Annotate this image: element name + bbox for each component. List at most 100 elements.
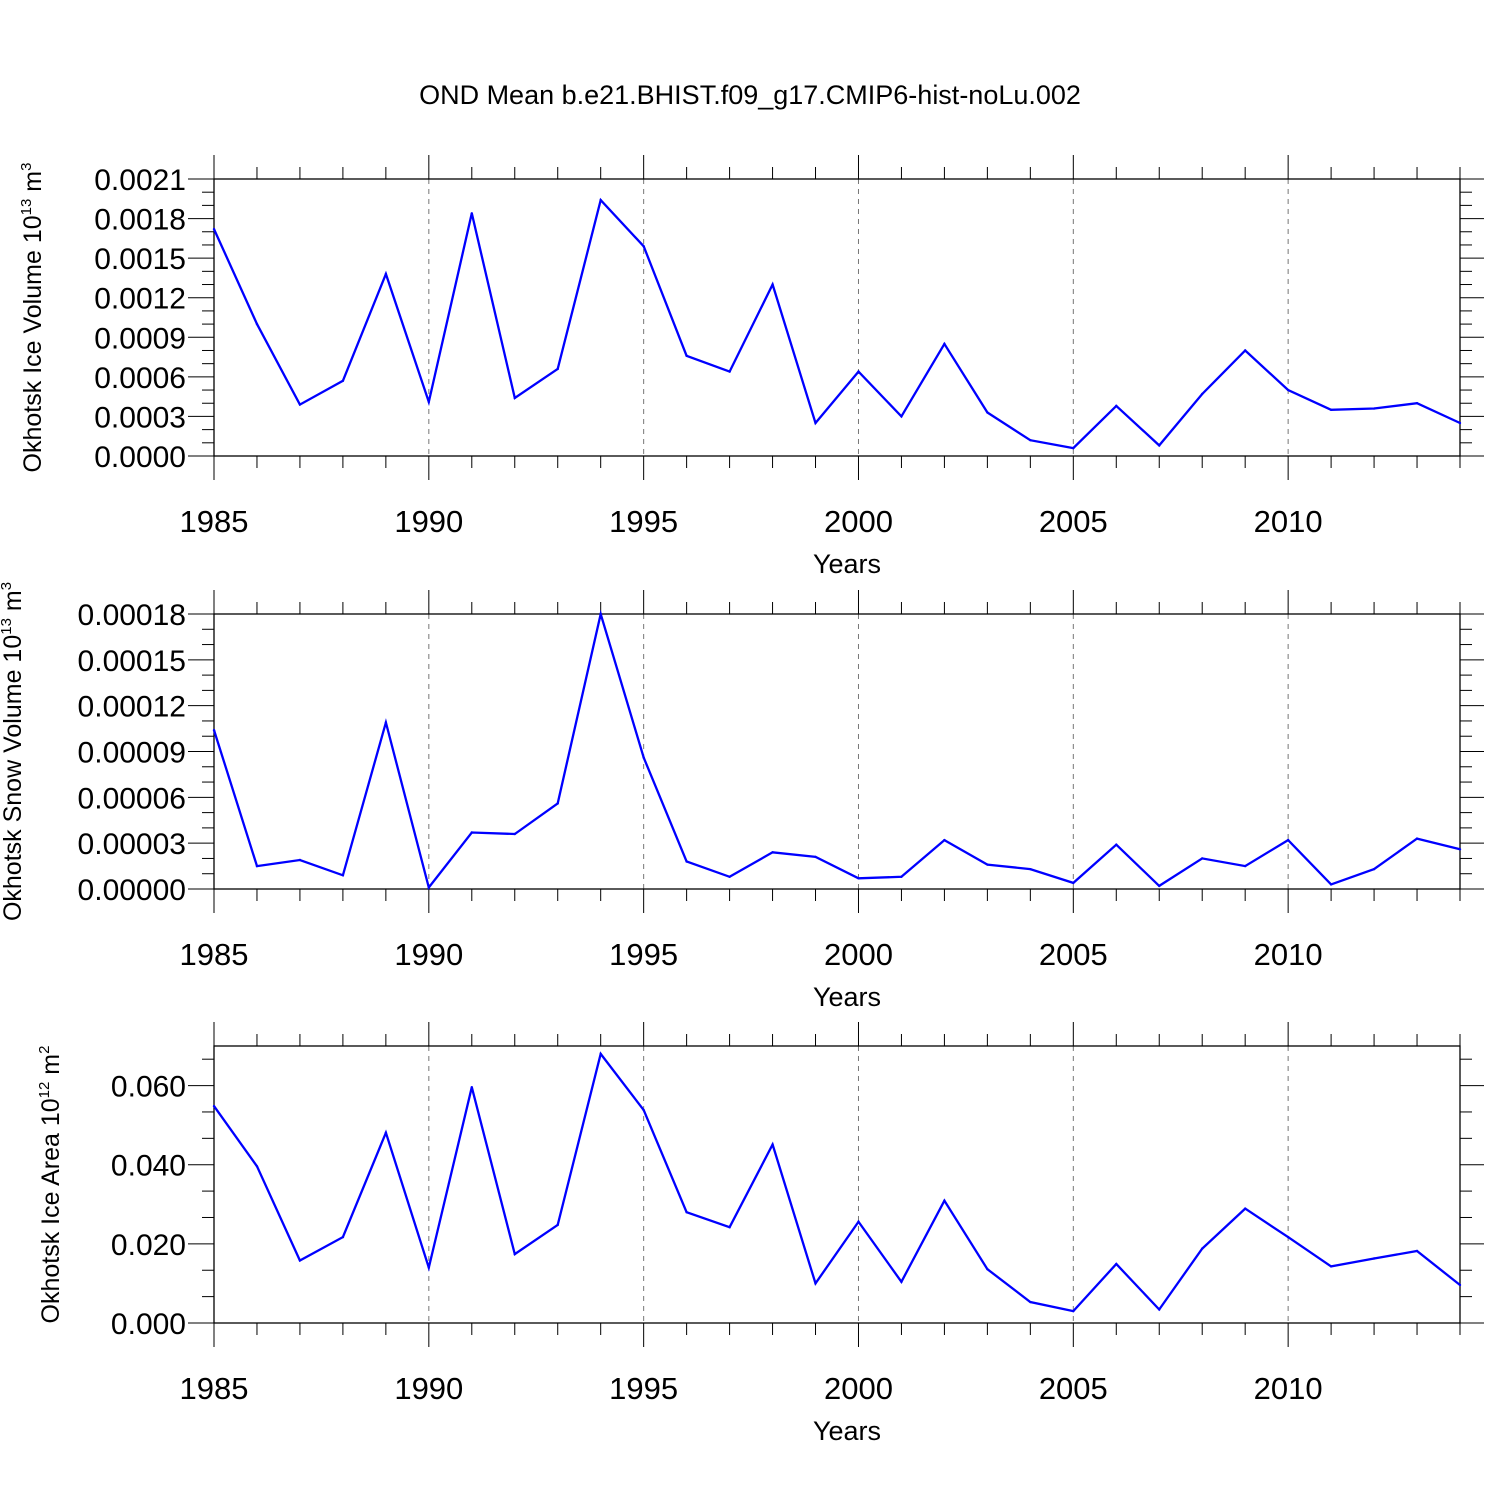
y-tick-label: 0.0015 [94, 243, 186, 276]
y-tick-label: 0.0018 [94, 204, 186, 237]
data-point [943, 342, 946, 346]
data-point [255, 322, 259, 326]
plot-frame [213, 178, 1461, 457]
y-axis-label-part: m [19, 171, 47, 199]
data-point [341, 1235, 345, 1239]
data-point [1115, 843, 1118, 846]
x-tick-label: 1995 [609, 504, 678, 539]
data-point [642, 1108, 645, 1112]
y-axis-label-part: Okhotsk Ice Area 10 [37, 1098, 65, 1323]
data-point [1329, 1265, 1333, 1268]
data-point [1201, 857, 1204, 860]
data-point [1415, 837, 1419, 840]
data-point [1243, 1207, 1247, 1210]
data-point [1458, 1283, 1462, 1287]
data-point [1458, 848, 1462, 851]
data-point [1201, 1247, 1204, 1250]
data-point [1158, 884, 1161, 888]
data-point [556, 367, 559, 371]
data-point [1029, 438, 1032, 442]
data-point [513, 396, 516, 400]
data-point [599, 198, 602, 202]
y-tick-label: 0.000 [111, 1308, 186, 1341]
data-point [556, 1223, 559, 1227]
data-point [212, 227, 216, 231]
data-point [728, 875, 731, 878]
x-tick-label: 1990 [394, 1371, 463, 1406]
data-point [1029, 867, 1032, 871]
data-point [427, 400, 431, 404]
data-point [255, 1165, 259, 1168]
y-axis-label-part: m [37, 1054, 65, 1082]
data-point [470, 1085, 473, 1089]
data-point [384, 721, 388, 724]
data-point [1072, 446, 1075, 450]
x-axis-label: Years [813, 549, 881, 579]
data-point [986, 411, 989, 414]
y-tick-label: 0.0012 [94, 283, 186, 316]
data-point [943, 1199, 946, 1202]
y-tick-label: 0.040 [111, 1150, 186, 1183]
data-point [900, 875, 903, 878]
y-axis-label-superscript: 12 [36, 1082, 53, 1099]
data-point [341, 379, 345, 383]
y-axis-label-part: m [0, 590, 27, 618]
series-line [212, 197, 1461, 450]
data-point [513, 832, 516, 836]
data-point [212, 1104, 216, 1108]
plot-frame [213, 1045, 1461, 1324]
y-tick-label: 0.00018 [78, 599, 186, 632]
x-tick-label: 1985 [180, 1371, 249, 1406]
data-point [384, 272, 388, 276]
data-point [427, 886, 431, 889]
x-tick-label: 2005 [1039, 1371, 1108, 1406]
panels: 0.00000.00030.00060.00090.00120.00150.00… [0, 155, 1484, 1446]
data-point [900, 415, 903, 418]
data-point [685, 860, 688, 863]
data-point [771, 283, 774, 286]
data-point [1372, 867, 1376, 871]
data-point [556, 802, 559, 805]
data-point [771, 851, 774, 854]
x-tick-label: 1990 [394, 504, 463, 539]
y-tick-label: 0.0009 [94, 322, 186, 355]
data-point [1286, 838, 1290, 842]
x-tick-label: 2010 [1254, 504, 1323, 539]
data-point [470, 212, 473, 215]
data-point [1458, 421, 1462, 425]
x-tick-label: 1995 [609, 937, 678, 972]
data-point [298, 403, 302, 406]
data-point [427, 1266, 431, 1269]
data-point [642, 756, 645, 759]
data-point [1329, 408, 1333, 412]
y-tick-label: 0.0006 [94, 362, 186, 395]
y-axis-label-part: Okhotsk Snow Volume 10 [0, 635, 27, 921]
data-point [513, 1252, 516, 1256]
x-tick-label: 2005 [1039, 937, 1108, 972]
chart-panel-2: 0.00000 0.00003 0.00006 0.00009 0.00012 0.000… [0, 582, 1484, 1012]
y-tick-label: 0.020 [111, 1229, 186, 1262]
y-tick-label: 0.00006 [78, 782, 186, 815]
x-axis-label: Years [813, 1416, 881, 1446]
x-tick-label: 1985 [180, 937, 249, 972]
data-point [857, 877, 860, 880]
series-line [212, 609, 1461, 891]
data-point [1115, 1262, 1118, 1266]
x-tick-label: 1990 [394, 937, 463, 972]
data-point [900, 1280, 903, 1284]
data-point [986, 863, 989, 866]
x-tick-label: 2010 [1254, 1371, 1323, 1406]
data-point [1243, 349, 1247, 352]
data-point [255, 864, 259, 868]
y-axis-label-part: Okhotsk Ice Volume 10 [19, 215, 47, 472]
data-point [1158, 1308, 1161, 1311]
chart-panel-1: 0.0000 0.0003 0.0006 0.0009 0.0012 0.0015 0.00… [18, 155, 1484, 579]
y-axis-label-superscript: 13 [18, 199, 35, 216]
y-axis-label: Okhotsk Ice Area 1012 m2 [36, 1046, 65, 1324]
data-point [1372, 407, 1376, 410]
data-point [384, 1131, 388, 1134]
y-axis-label-superscript: 3 [0, 582, 15, 590]
data-point [1158, 444, 1161, 447]
